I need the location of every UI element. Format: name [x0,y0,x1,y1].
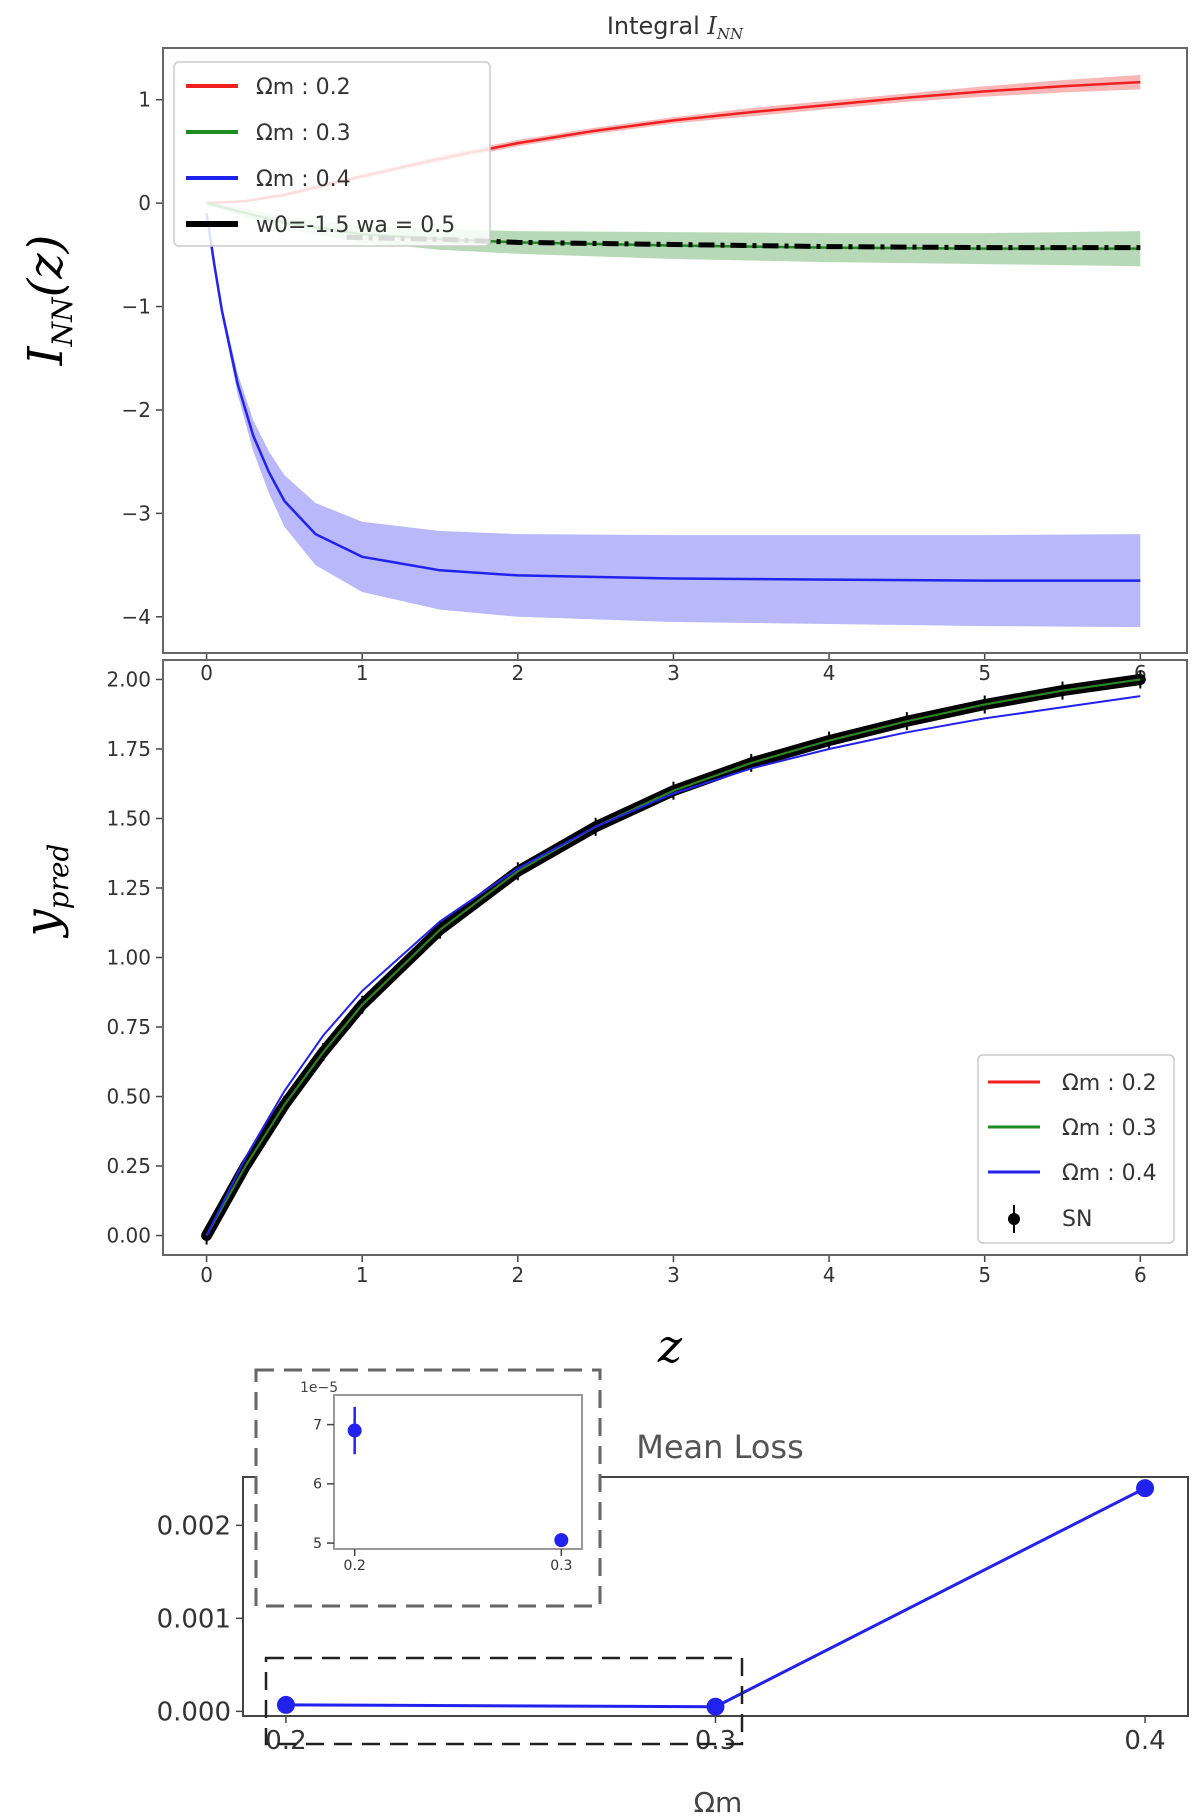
inset-offset-label: 1e−5 [300,1380,338,1396]
panel2-frame [162,659,1188,1256]
inset-xtick-label: 0.3 [550,1558,572,1574]
panel3-xlabel: Ωm [694,1786,743,1819]
panel1-xtick-label: 0 [200,661,213,685]
panel1-line-black [346,234,1141,251]
panel1-ytick-label: −3 [122,501,151,525]
panel3-loss-point [706,1697,725,1716]
panel1-ytick-label: 1 [138,88,151,112]
panel1-ytick-label: −4 [122,605,151,629]
panel3-loss-point [276,1695,295,1714]
inset-ytick-label: 5 [313,1536,322,1552]
panel2-ytick-label: 0.50 [106,1085,151,1109]
panel1-band-green [206,201,1141,267]
legend2-label-blue: Ωm : 0.4 [1062,1161,1157,1186]
panel2-ylabel: ypred [14,844,75,939]
inset-point [554,1533,569,1548]
panel1-ytick-label: −1 [122,295,151,319]
inset-point [347,1423,362,1438]
mean-loss-panel: Mean Loss 0.000 0.001 0.002 0.2 0.3 0.4 Ωm 1… [157,1368,1189,1819]
legend2-swatch-sn-dot [1008,1213,1020,1225]
panel1-xtick-label: 5 [978,661,991,685]
panel1-xtick-label: 2 [511,661,524,685]
panel3-xtick-label: 0.4 [1124,1726,1165,1756]
inset-xtick-label: 0.2 [344,1558,366,1574]
panel2-legend-box [977,1054,1175,1244]
legend2-label-green: Ωm : 0.3 [1062,1116,1157,1141]
panel2-xtick-label: 2 [511,1263,524,1287]
ypred-panel: ypred z 0 1 2 3 4 5 6 0.00 0.25 0.50 0.75 1.00 1.25… [14,659,1188,1373]
panel3-ytick-label: 0.000 [157,1697,231,1727]
panel2-ytick-label: 0.25 [106,1154,151,1178]
panel2-legend: Ωm : 0.2 Ωm : 0.3 Ωm : 0.4 SN [977,1054,1175,1244]
panel2-ytick-label: 0.00 [106,1224,151,1248]
panel3-ytick-label: 0.001 [157,1604,231,1634]
panel1-xtick-label: 3 [667,661,680,685]
zoom-region-box [264,1656,744,1746]
panel3-loss-point [1136,1479,1155,1498]
panel2-xtick-label: 4 [823,1263,836,1287]
panel2-ytick-label: 1.50 [106,806,151,830]
panel2-xtick-label: 6 [1134,1263,1147,1287]
panel2-ytick-label: 0.75 [106,1015,151,1039]
panel1-xtick-label: 1 [356,661,369,685]
legend2-label-red: Ωm : 0.2 [1062,1071,1157,1096]
panel2-ytick-label: 1.25 [106,876,151,900]
legend1-label-red: Ωm : 0.2 [256,75,351,100]
panel2-line-blue [205,695,1141,1236]
panel2-ytick-label: 2.00 [106,667,151,691]
legend1-label-green: Ωm : 0.3 [256,121,351,146]
inset-ytick-label: 7 [313,1418,322,1434]
panel2-xtick-label: 5 [978,1263,991,1287]
panel1-xtick-label: 4 [823,661,836,685]
panel1-ytick-label: 0 [138,191,151,215]
panel1-band-blue [206,213,1141,628]
panel1-ylabel: INN(z) [18,235,79,367]
legend1-label-blue: Ωm : 0.4 [256,167,351,192]
panel2-xtick-label: 0 [200,1263,213,1287]
panel2-xlabel: z [657,1319,683,1373]
inset-ytick-label: 6 [313,1477,322,1493]
inset-frame [333,1394,583,1550]
legend2-label-sn: SN [1062,1207,1092,1232]
panel1-frame [162,47,1188,654]
panel1-legend-box [173,61,491,247]
panel3-xtick-label: 0.3 [695,1726,736,1756]
panel2-ytick-label: 1.00 [106,946,151,970]
panel1-line-blue [205,213,1141,582]
panel1-title: Integral INN [607,12,744,43]
panel1-legend: Ωm : 0.2 Ωm : 0.3 Ωm : 0.4 w0=-1.5 wa = … [173,61,491,247]
panel3-xtick-label: 0.2 [265,1726,306,1756]
panel3-ytick-label: 0.002 [157,1511,231,1541]
panel1-ytick-label: −2 [122,398,151,422]
panel3-title: Mean Loss [636,1428,804,1466]
panel2-ytick-label: 1.75 [106,737,151,761]
legend1-label-black: w0=-1.5 wa = 0.5 [256,213,455,238]
panel2-xtick-label: 1 [356,1263,369,1287]
panel2-xtick-label: 3 [667,1263,680,1287]
